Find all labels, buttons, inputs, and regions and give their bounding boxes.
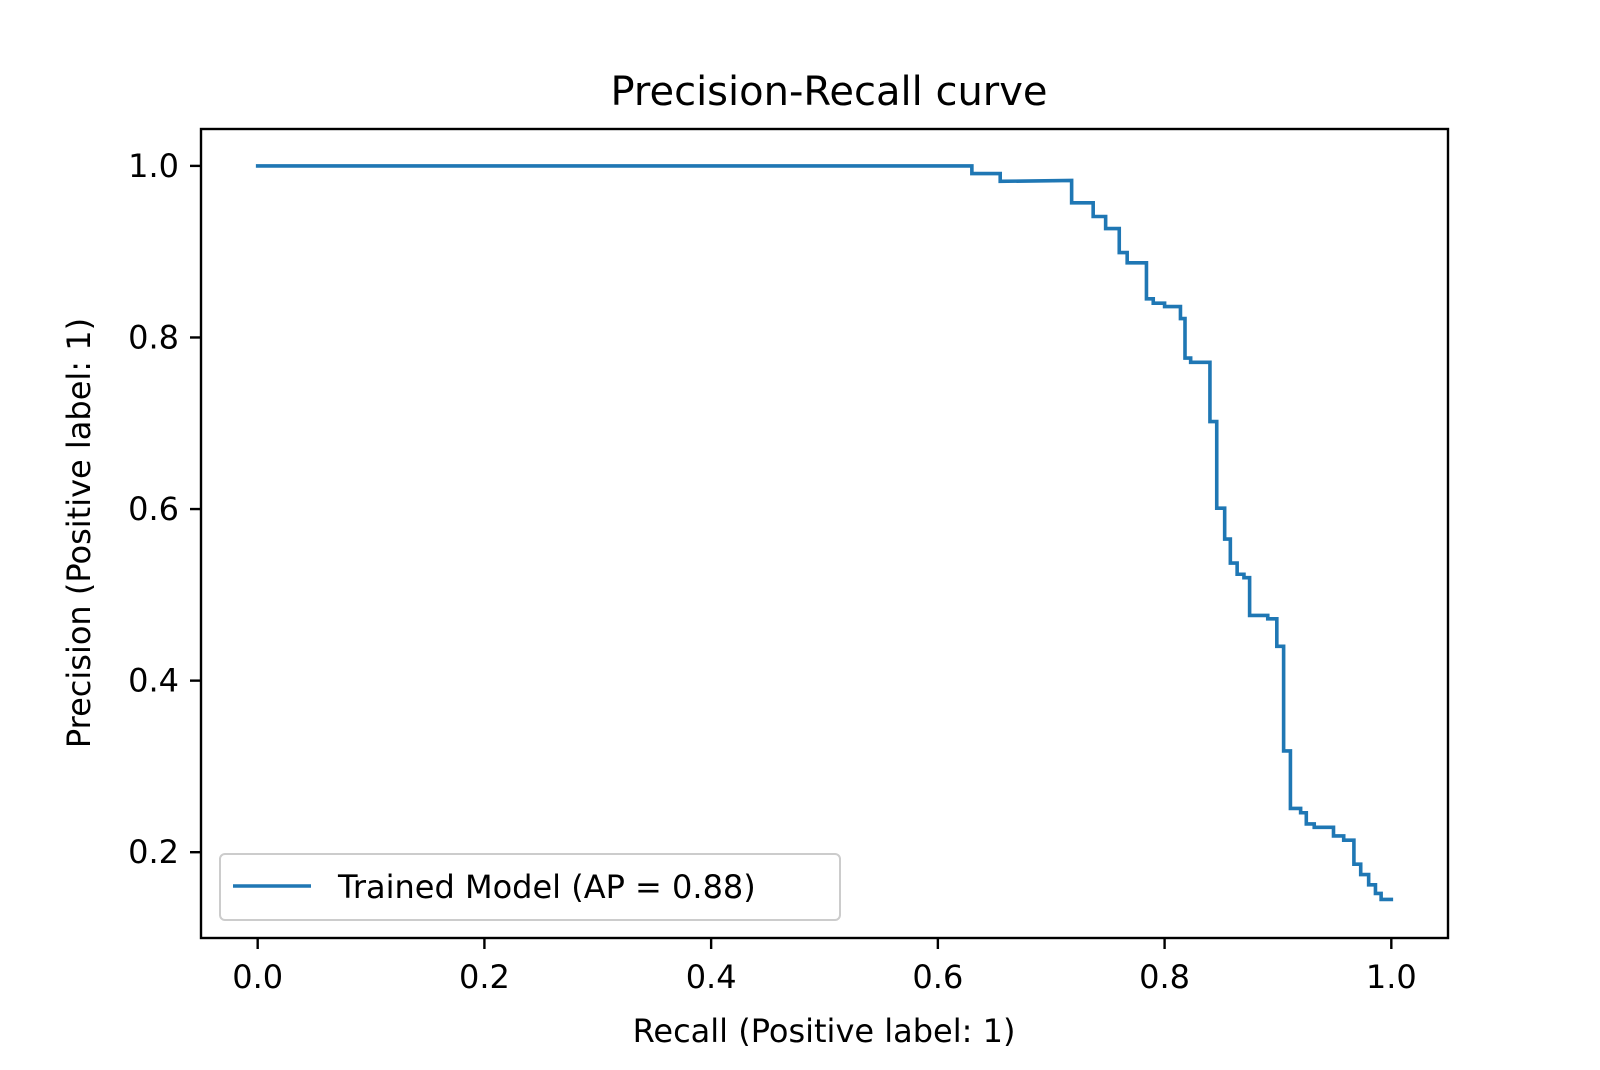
plot-area: 0.0 0.2 0.4 0.6 0.8 1.0 0.2 0.4 0.6 0.8 1.0 <box>128 127 1450 996</box>
legend-entry-label: Trained Model (AP = 0.88) <box>337 868 756 906</box>
y-tick-label: 0.8 <box>128 318 179 356</box>
legend: Trained Model (AP = 0.88) <box>219 853 841 921</box>
legend-box <box>219 853 841 921</box>
axes-frame <box>199 127 1450 940</box>
x-tick-label: 0.2 <box>459 958 510 996</box>
chart-title: Precision-Recall curve <box>610 69 1047 115</box>
y-axis-label: Precision (Positive label: 1) <box>60 318 98 748</box>
y-tick-label: 0.4 <box>128 662 179 700</box>
x-tick-label: 0.6 <box>912 958 963 996</box>
x-tick-label: 0.0 <box>232 958 283 996</box>
y-tick-label: 1.0 <box>128 147 179 185</box>
ticks-layer: 0.0 0.2 0.4 0.6 0.8 1.0 0.2 0.4 0.6 0.8 1.0 <box>128 147 1417 996</box>
y-tick-label: 0.2 <box>128 833 179 871</box>
series-line-0 <box>255 164 1394 902</box>
x-tick-label: 0.4 <box>686 958 737 996</box>
series-layer <box>255 164 1394 902</box>
x-tick-label: 0.8 <box>1139 958 1190 996</box>
x-axis-label: Recall (Positive label: 1) <box>633 1012 1016 1050</box>
x-tick-label: 1.0 <box>1366 958 1417 996</box>
y-tick-label: 0.6 <box>128 490 179 528</box>
